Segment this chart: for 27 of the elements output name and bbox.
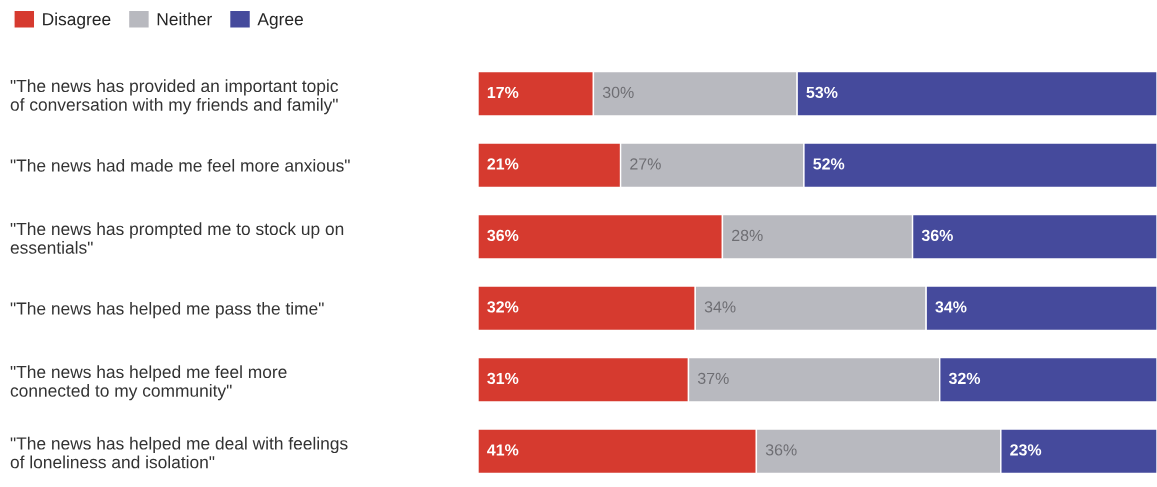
legend-label: Agree xyxy=(257,13,303,29)
data-label: 17% xyxy=(487,86,519,99)
y-tick-label: "The news has helped me pass the time" xyxy=(10,301,324,319)
data-label: 30% xyxy=(602,86,634,99)
data-label: 28% xyxy=(732,229,763,242)
y-tick-label: "The news has prompted me to stock up on essentials" xyxy=(10,222,344,254)
data-label: 27% xyxy=(630,158,661,170)
legend-label: Disagree xyxy=(43,12,111,29)
data-label: 34% xyxy=(935,301,967,313)
data-label: 32% xyxy=(948,372,981,385)
data-label: 52% xyxy=(813,158,845,170)
y-tick-label: "The news has provided an important topic of conversation with my friends and family" xyxy=(10,79,339,115)
data-label: 23% xyxy=(1010,444,1042,456)
y-tick-label: "The news had made me feel more anxious" xyxy=(10,158,350,172)
data-label: 32% xyxy=(487,301,519,313)
data-label: 31% xyxy=(487,372,519,385)
data-label: 53% xyxy=(806,86,838,99)
y-tick-label: "The news has helped me feel more connected to my community" xyxy=(10,365,287,401)
legend-label: Neither xyxy=(157,12,212,26)
data-label: 37% xyxy=(697,372,729,385)
data-label: 36% xyxy=(765,444,797,456)
data-label: 21% xyxy=(487,158,519,170)
data-label: 41% xyxy=(487,444,519,456)
data-label: 36% xyxy=(921,229,953,242)
data-label: 34% xyxy=(704,301,736,313)
y-tick-label: "The news has helped me deal with feelings of loneliness and isolation" xyxy=(10,436,348,469)
data-label: 36% xyxy=(487,229,519,242)
